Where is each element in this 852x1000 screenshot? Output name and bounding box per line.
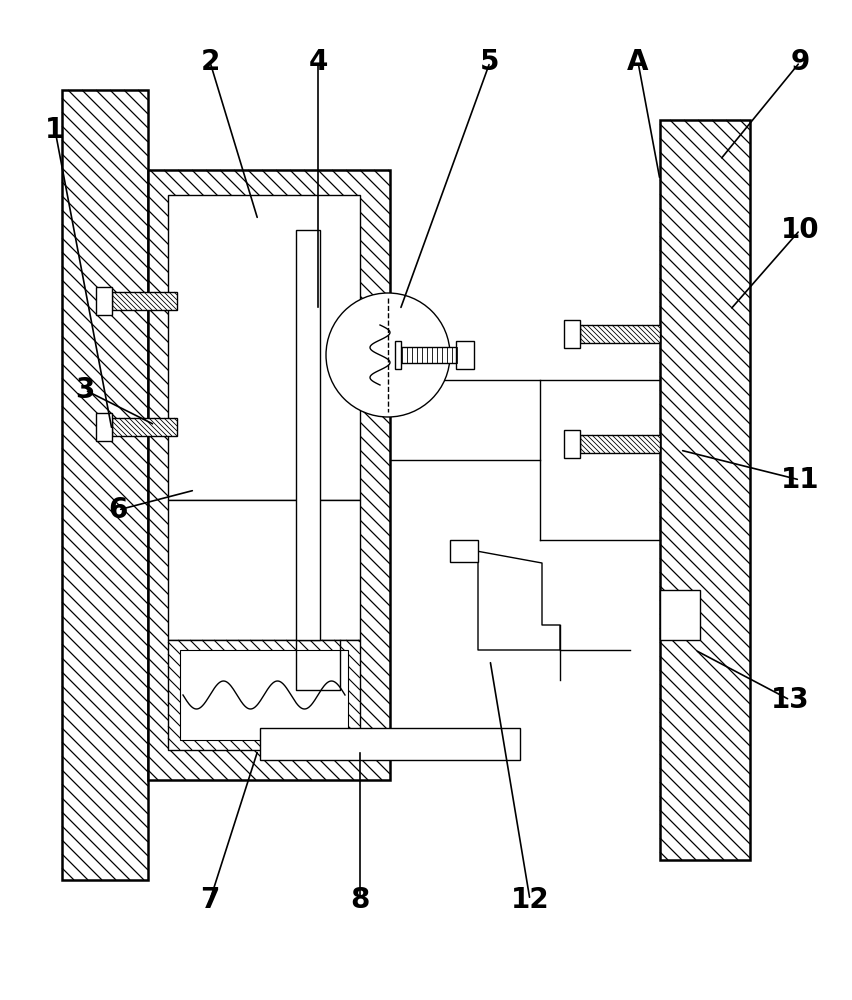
- Bar: [395, 341, 401, 369]
- Bar: [564, 430, 580, 458]
- Bar: [168, 640, 360, 750]
- Bar: [62, 90, 148, 880]
- Text: 6: 6: [108, 496, 128, 524]
- Bar: [450, 540, 478, 562]
- Text: 4: 4: [308, 48, 328, 76]
- Text: 5: 5: [481, 48, 500, 76]
- Bar: [580, 435, 660, 453]
- Bar: [168, 500, 360, 640]
- Polygon shape: [460, 548, 560, 650]
- Text: 7: 7: [200, 886, 220, 914]
- Text: 8: 8: [350, 886, 370, 914]
- Bar: [112, 418, 177, 436]
- Bar: [168, 195, 360, 500]
- Text: 2: 2: [200, 48, 220, 76]
- Text: 12: 12: [510, 886, 550, 914]
- Bar: [660, 590, 700, 640]
- Text: 3: 3: [75, 376, 95, 404]
- Bar: [96, 413, 112, 441]
- Bar: [398, 347, 463, 363]
- Bar: [296, 230, 320, 640]
- Bar: [96, 287, 112, 315]
- Text: 10: 10: [780, 216, 820, 244]
- Circle shape: [326, 293, 450, 417]
- Bar: [180, 650, 348, 740]
- Text: 9: 9: [791, 48, 809, 76]
- Bar: [580, 325, 660, 343]
- Text: A: A: [627, 48, 648, 76]
- Bar: [112, 292, 177, 310]
- Bar: [456, 341, 474, 369]
- Text: 1: 1: [45, 116, 65, 144]
- Text: 13: 13: [771, 686, 809, 714]
- Bar: [260, 728, 520, 760]
- Text: 11: 11: [780, 466, 820, 494]
- Bar: [564, 320, 580, 348]
- Bar: [660, 120, 750, 860]
- Bar: [148, 170, 390, 780]
